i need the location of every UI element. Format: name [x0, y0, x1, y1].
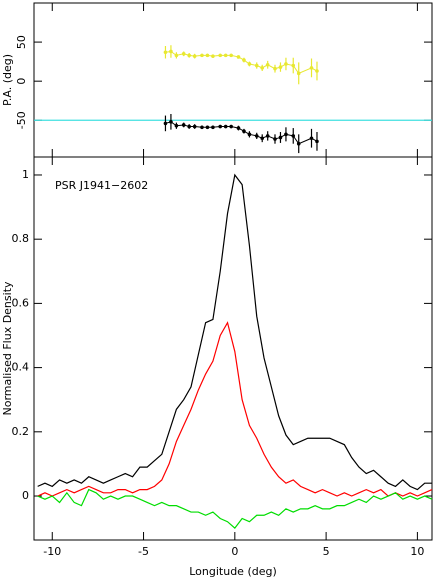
pa-point: [247, 62, 252, 66]
pa-point: [169, 49, 173, 54]
profile-line: [37, 321, 433, 497]
pa-point: [254, 134, 259, 138]
pa-point: [273, 66, 277, 71]
x-axis-label: Longitude (deg): [189, 565, 277, 578]
y-tick-label: 50: [15, 35, 28, 49]
y-tick-label: 0.2: [12, 425, 30, 438]
pa-point: [174, 53, 179, 58]
y-tick-label: 0.8: [12, 232, 30, 245]
pa-point: [211, 54, 215, 58]
x-tick-label: -10: [43, 545, 61, 558]
y-tick-label: 0: [15, 78, 28, 85]
pa-point: [284, 62, 288, 66]
y-axis-label: P.A. (deg): [1, 54, 14, 106]
pa-point: [284, 132, 288, 137]
x-tick-label: 10: [410, 545, 424, 558]
pa-point: [205, 53, 210, 58]
pa-point: [223, 124, 228, 129]
pa-point: [200, 53, 204, 58]
pa-point: [242, 58, 246, 62]
pa-point: [192, 54, 197, 58]
plot-frame: [33, 156, 433, 541]
pa-point: [296, 71, 301, 76]
profile-line: [37, 173, 432, 491]
pa-point: [291, 134, 296, 138]
pa-point: [163, 121, 168, 126]
pa-point: [242, 129, 246, 134]
pa-point: [236, 55, 241, 59]
profile-line: [37, 488, 433, 529]
y-tick-label: 1: [22, 168, 29, 181]
pa-point: [218, 124, 223, 129]
pa-point: [260, 136, 265, 141]
pa-point: [315, 139, 319, 144]
annotation: PSR J1941−2602: [55, 179, 148, 192]
pa-point: [200, 125, 204, 130]
y-tick-label: 0: [22, 489, 29, 502]
pa-point: [236, 126, 241, 130]
pa-point: [296, 141, 301, 146]
x-tick-label: 5: [323, 545, 330, 558]
pa-point: [211, 125, 215, 130]
pa-point: [205, 125, 210, 130]
pa-point: [229, 53, 233, 58]
pa-point: [278, 65, 283, 69]
pa-point: [309, 136, 314, 141]
pa-point: [254, 63, 259, 68]
pa-point: [265, 62, 270, 67]
pa-point: [291, 63, 296, 68]
pa-point: [247, 132, 252, 137]
pa-point: [315, 69, 319, 73]
pa-point: [273, 137, 277, 141]
pa-point: [181, 123, 186, 127]
y-axis-label: Normalised Flux Density: [1, 281, 14, 416]
pa-point: [174, 123, 179, 128]
y-tick-label: 0.4: [12, 361, 30, 374]
plot-frame: [33, 2, 433, 158]
x-tick-label: 0: [231, 545, 238, 558]
y-tick-label: -50: [15, 111, 28, 129]
pa-point: [187, 53, 191, 58]
pa-point: [265, 134, 270, 138]
x-tick-label: -5: [138, 545, 149, 558]
pa-point: [278, 135, 283, 140]
pa-point: [223, 53, 228, 58]
y-tick-label: 0.6: [12, 296, 30, 309]
pa-point: [218, 53, 223, 58]
pa-point: [181, 52, 186, 56]
pa-point: [169, 120, 173, 124]
pa-point: [229, 124, 233, 129]
pa-point: [163, 50, 168, 55]
pa-point: [192, 124, 197, 129]
pa-point: [187, 124, 191, 129]
pa-point: [309, 66, 314, 70]
pa-point: [260, 66, 265, 70]
